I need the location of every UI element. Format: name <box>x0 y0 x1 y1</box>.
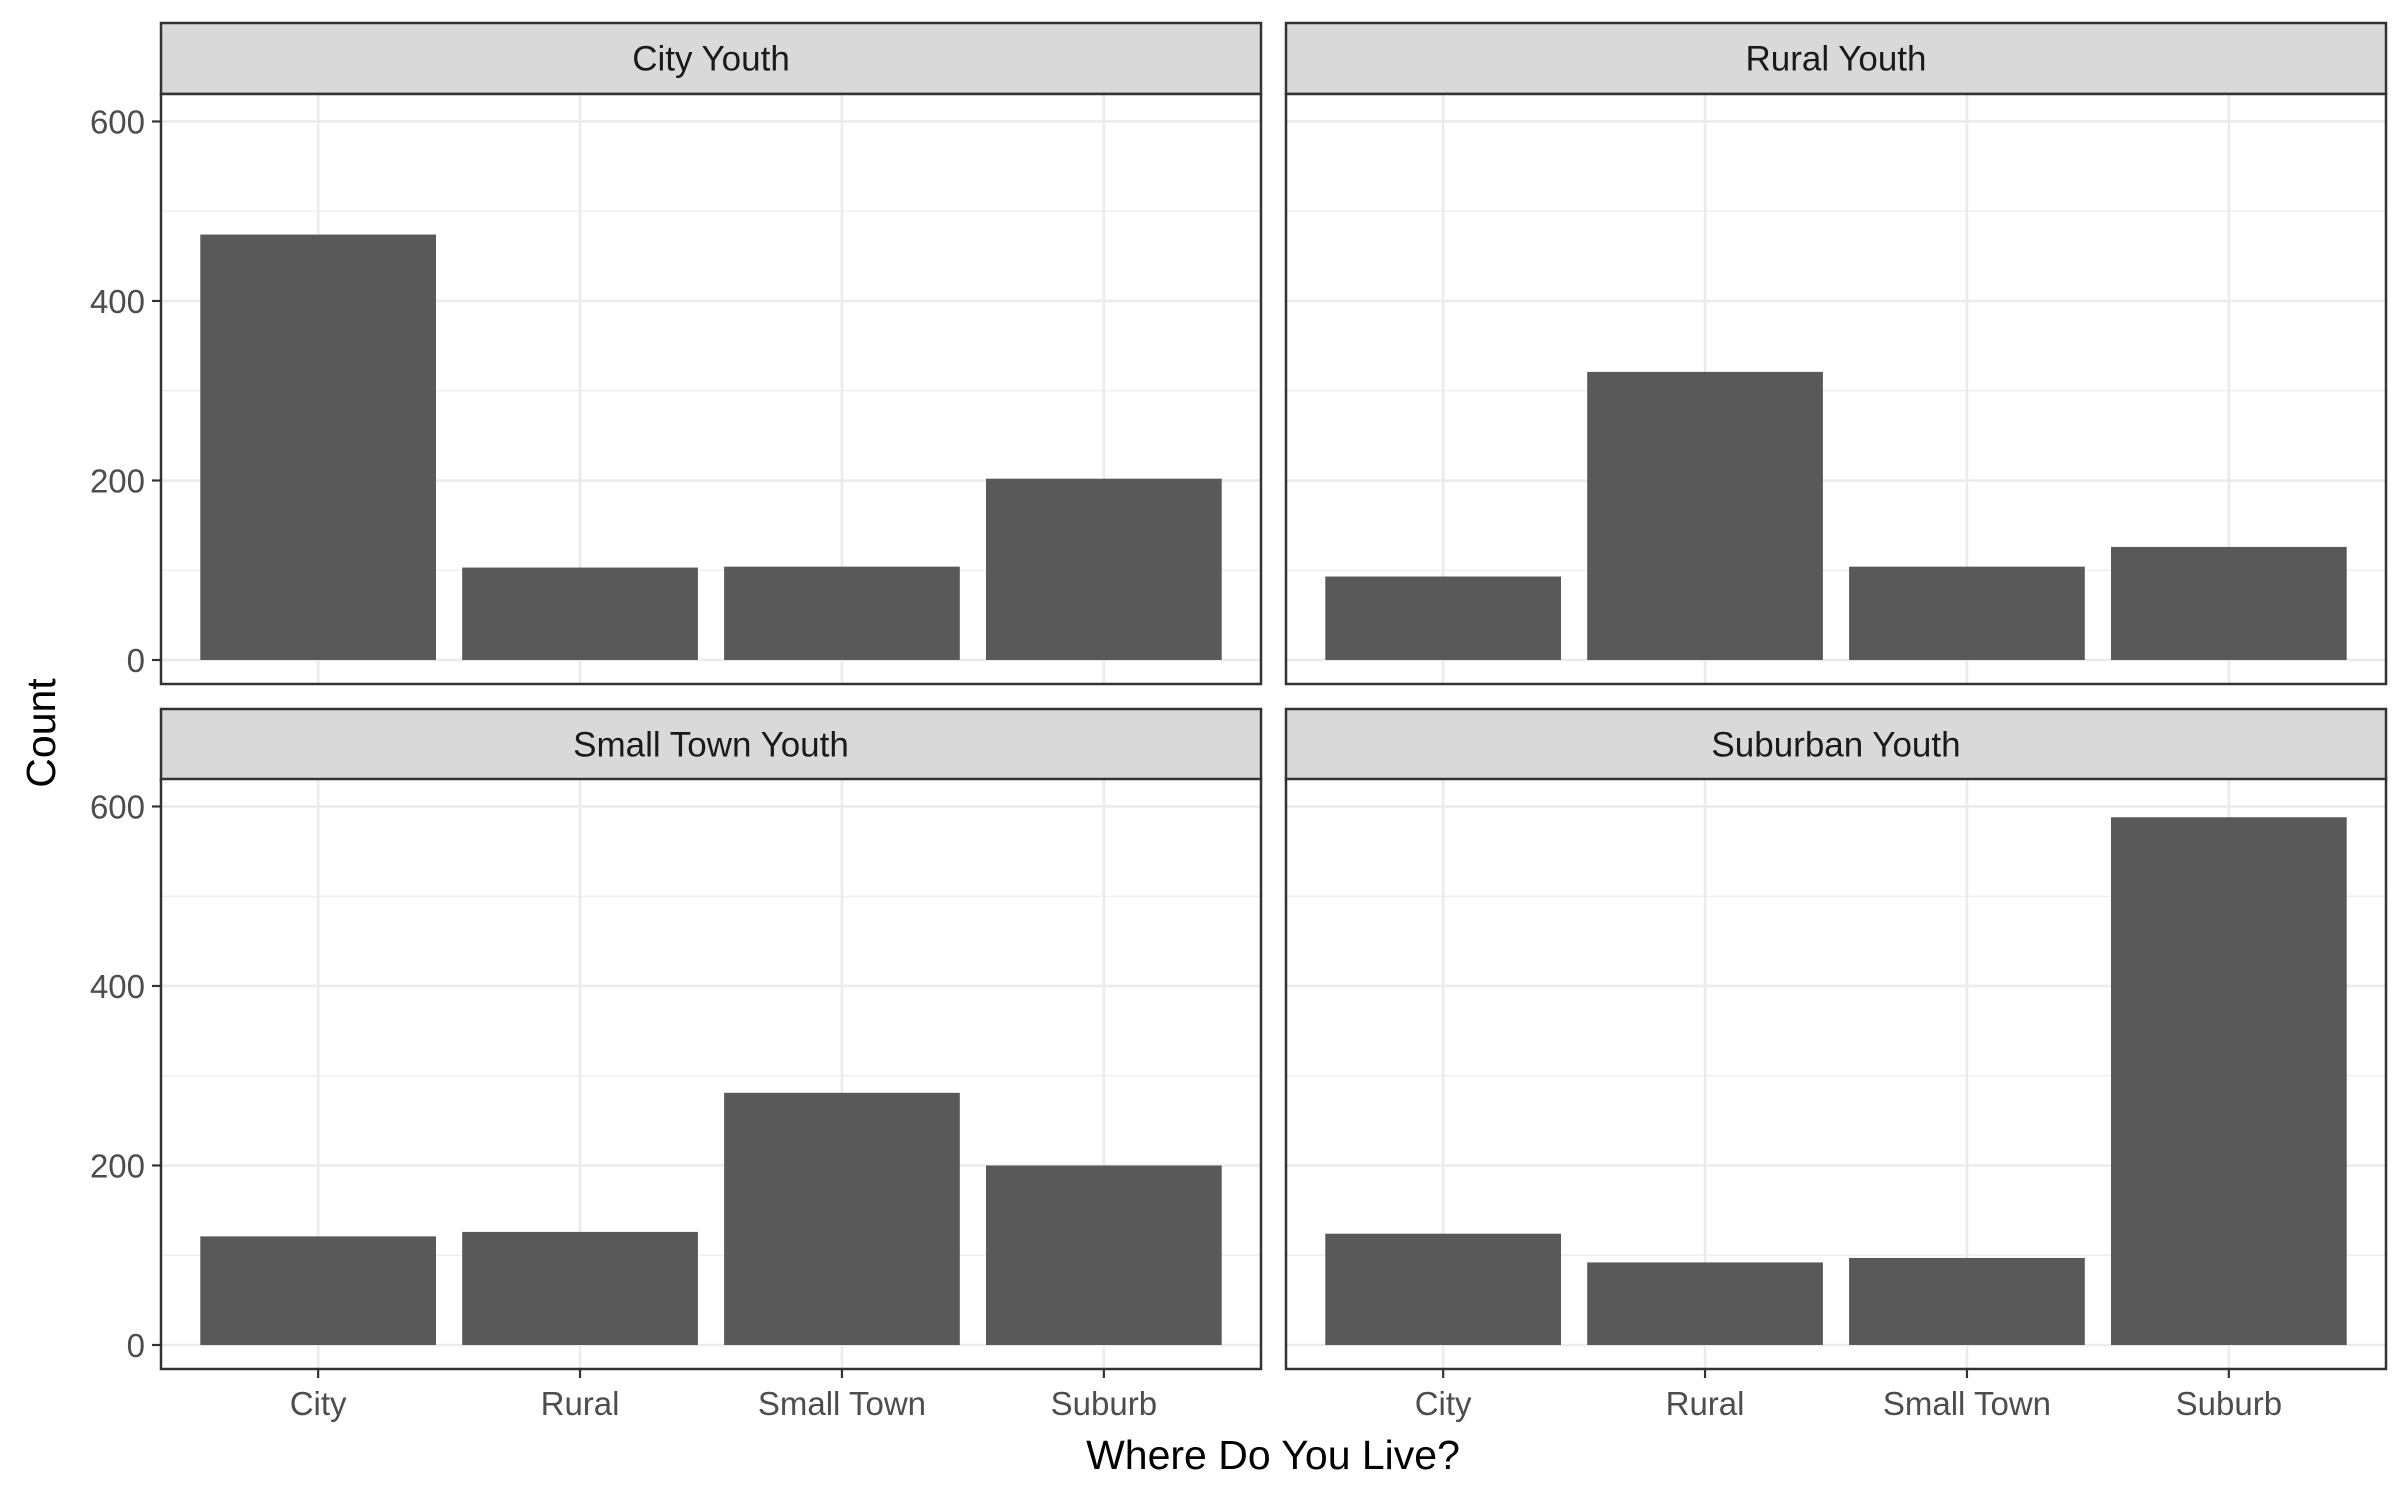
bar-suburban-youth-rural <box>1587 1262 1823 1345</box>
x-tick-label-small-town: Small Town <box>1883 1385 2051 1422</box>
bar-suburban-youth-suburb <box>2111 817 2347 1345</box>
y-tick-label: 400 <box>90 283 145 320</box>
x-tick-label-suburb: Suburb <box>1051 1385 1157 1422</box>
facet-city-youth: City Youth 0 200 400 600 <box>90 21 1263 686</box>
bar-small-town-youth-rural <box>462 1231 698 1345</box>
facet-strip-rural-youth <box>1284 21 2388 96</box>
x-axis-title: Where Do You Live? <box>1086 1432 1460 1478</box>
bar-city-youth-city <box>200 234 436 660</box>
bar-small-town-youth-small-town <box>724 1092 960 1345</box>
facet-title-rural-youth: Rural Youth <box>1746 40 1927 79</box>
panel-border <box>1284 92 2388 686</box>
x-tick-label-small-town: Small Town <box>758 1385 926 1422</box>
bar-suburban-youth-small-town <box>1849 1257 2085 1345</box>
y-tick-label: 0 <box>127 1327 145 1364</box>
y-axis-title: Count <box>18 678 64 788</box>
facet-panels: City Youth 0 200 400 600 Rural Youth Small Tow… <box>90 21 2388 1422</box>
panel-border <box>159 777 1263 1371</box>
bar-rural-youth-rural <box>1587 371 1823 660</box>
facet-suburban-youth: Suburban Youth City Rural Small Town Suburb <box>1284 707 2388 1422</box>
facet-strip-small-town-youth <box>159 707 1263 782</box>
x-tick-label-suburb: Suburb <box>2176 1385 2282 1422</box>
y-tick-label: 0 <box>127 642 145 679</box>
y-tick-label: 200 <box>90 462 145 499</box>
facet-small-town-youth: Small Town Youth 0 200 400 600 City Rural Small… <box>90 707 1263 1422</box>
y-tick-label: 600 <box>90 788 145 825</box>
bar-rural-youth-small-town <box>1849 566 2085 660</box>
y-tick-label: 600 <box>90 103 145 140</box>
bar-city-youth-rural <box>462 567 698 660</box>
facet-strip-city-youth <box>159 21 1263 96</box>
y-tick-label: 200 <box>90 1147 145 1184</box>
x-tick-label-city: City <box>1415 1385 1472 1422</box>
bar-city-youth-suburb <box>986 478 1222 660</box>
bar-small-town-youth-suburb <box>986 1165 1222 1345</box>
y-tick-label: 400 <box>90 968 145 1005</box>
x-tick-label-rural: Rural <box>1666 1385 1745 1422</box>
bar-rural-youth-suburb <box>2111 546 2347 660</box>
facet-rural-youth: Rural Youth <box>1284 21 2388 686</box>
bar-city-youth-small-town <box>724 566 960 660</box>
panel-border <box>1284 777 2388 1371</box>
facet-title-city-youth: City Youth <box>632 40 790 79</box>
bar-suburban-youth-city <box>1325 1233 1561 1345</box>
x-tick-label-rural: Rural <box>541 1385 620 1422</box>
panel-border <box>159 92 1263 686</box>
x-tick-label-city: City <box>290 1385 347 1422</box>
bar-small-town-youth-city <box>200 1236 436 1345</box>
facet-strip-suburban-youth <box>1284 707 2388 782</box>
facet-title-suburban-youth: Suburban Youth <box>1711 726 1960 765</box>
facet-title-small-town-youth: Small Town Youth <box>573 726 849 765</box>
bar-rural-youth-city <box>1325 576 1561 660</box>
